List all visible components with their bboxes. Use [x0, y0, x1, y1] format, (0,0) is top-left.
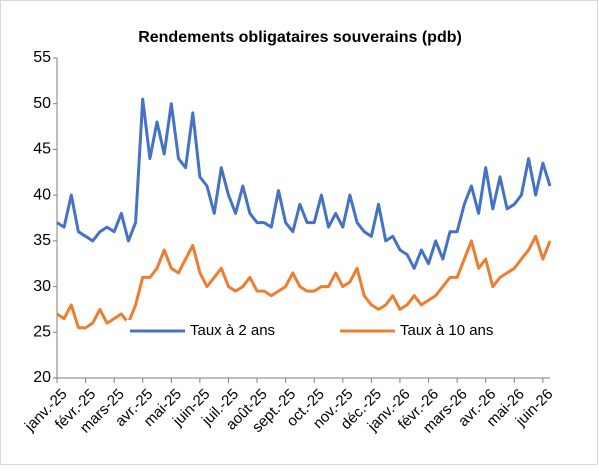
legend-bg	[126, 320, 316, 342]
legend-bg	[336, 320, 526, 342]
y-tick-label: 20	[33, 369, 51, 386]
y-tick-label: 50	[33, 95, 51, 112]
y-tick-label: 35	[33, 232, 51, 249]
y-tick-label: 45	[33, 141, 51, 158]
y-tick-label: 30	[33, 278, 51, 295]
chart-title: Rendements obligataires souverains (pdb)	[138, 29, 462, 46]
y-tick-label: 55	[33, 49, 51, 66]
legend-label: Taux à 2 ans	[190, 322, 275, 339]
line-series	[56, 97, 552, 270]
line-series	[56, 234, 552, 330]
y-tick-label: 40	[33, 186, 51, 203]
legend-label: Taux à 10 ans	[400, 322, 493, 339]
y-tick-label: 25	[33, 324, 51, 341]
